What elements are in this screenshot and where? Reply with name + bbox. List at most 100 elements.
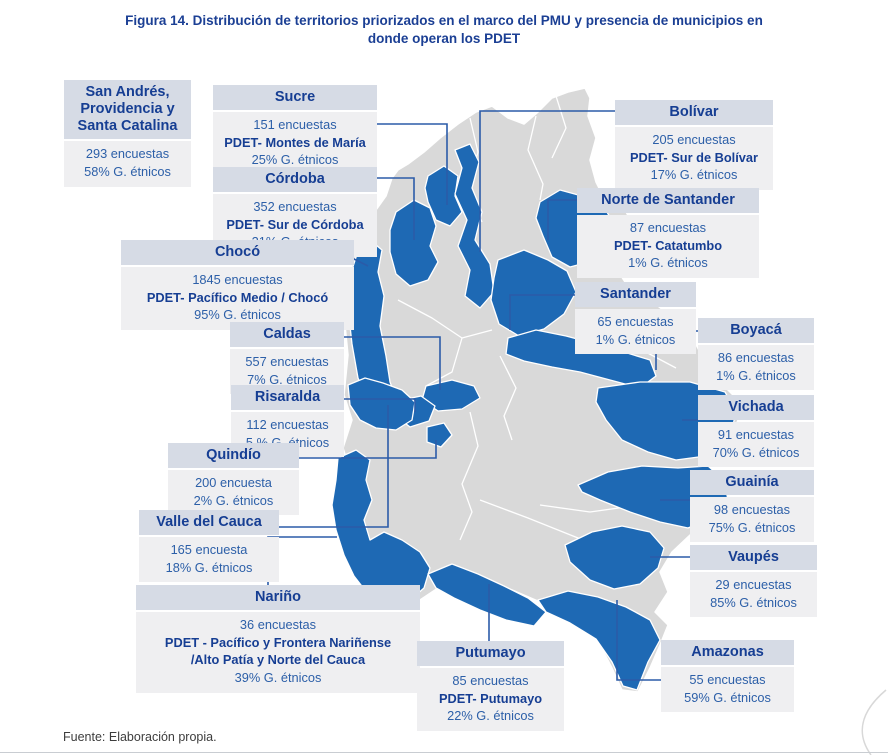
- encuestas-value: 352 encuestas: [253, 199, 337, 215]
- callout-body: 65 encuestas 1% G. étnicos: [575, 309, 696, 355]
- etnicos-value: 2% G. étnicos: [193, 492, 274, 508]
- map-region-santander: [490, 249, 577, 337]
- connector-risaralda: [344, 398, 416, 412]
- callout-body: 200 encuesta 2% G. étnicos: [168, 470, 299, 516]
- pdet-value: PDET- Sur de Bolívar: [630, 149, 758, 165]
- connector-santander: [509, 294, 575, 330]
- map-region-quindio: [426, 422, 453, 448]
- callout-title: Chocó: [121, 240, 354, 266]
- callout-san-andres: San Andrés, Providencia y Santa Catalina…: [64, 80, 191, 187]
- connector-cordoba: [377, 177, 415, 240]
- etnicos-value: 85% G. étnicos: [710, 594, 797, 610]
- callout-body: 87 encuestas PDET- Catatumbo 1% G. étnic…: [577, 215, 759, 279]
- callout-title: Nariño: [136, 585, 420, 611]
- connector-sucre: [377, 123, 448, 205]
- map-region-cordoba: [389, 199, 439, 287]
- etnicos-value: 39% G. étnicos: [234, 670, 322, 686]
- callout-title: Vichada: [698, 395, 814, 421]
- callout-choco: Chocó 1845 encuestas PDET- Pacífico Medi…: [121, 240, 354, 331]
- callout-title: Quindío: [168, 443, 299, 469]
- encuestas-value: 91 encuestas: [717, 427, 795, 443]
- callout-title: Sucre: [213, 85, 377, 111]
- decorative-corner-curve: [861, 689, 887, 755]
- callout-title: Risaralda: [231, 385, 344, 411]
- connector-norte-de-santander: [547, 199, 577, 240]
- encuestas-value: 200 encuesta: [195, 475, 272, 491]
- callout-title: San Andrés, Providencia y Santa Catalina: [64, 80, 191, 140]
- map-region-vaupes: [564, 525, 665, 590]
- callout-title: Putumayo: [417, 641, 564, 667]
- source-note: Fuente: Elaboración propia.: [63, 730, 217, 744]
- encuestas-value: 98 encuestas: [713, 502, 791, 518]
- callout-title: Caldas: [230, 322, 344, 348]
- callout-title: Amazonas: [661, 640, 794, 666]
- etnicos-value: 22% G. étnicos: [447, 708, 534, 724]
- callout-quindio: Quindío 200 encuesta 2% G. étnicos: [168, 443, 299, 516]
- callout-body: 85 encuestas PDET- Putumayo 22% G. étnic…: [417, 668, 564, 732]
- map-region-putumayo: [427, 563, 547, 627]
- callout-title: Boyacá: [698, 318, 814, 344]
- callout-title: Vaupés: [690, 545, 817, 571]
- callout-connectors: [267, 110, 698, 681]
- etnicos-value: 59% G. étnicos: [684, 689, 771, 705]
- encuestas-value: 557 encuestas: [245, 354, 329, 370]
- connector-bolivar: [479, 110, 615, 252]
- callout-valle-del-cauca: Valle del Cauca 165 encuesta 18% G. étni…: [139, 510, 279, 583]
- pdet-value: PDET- Catatumbo: [613, 237, 723, 253]
- callout-body: 205 encuestas PDET- Sur de Bolívar 17% G…: [615, 127, 773, 191]
- callout-title: Valle del Cauca: [139, 510, 279, 536]
- callout-vichada: Vichada 91 encuestas 70% G. étnicos: [698, 395, 814, 468]
- encuestas-value: 112 encuestas: [246, 417, 329, 433]
- connector-amazonas: [616, 600, 661, 681]
- etnicos-value: 75% G. étnicos: [708, 519, 796, 535]
- encuestas-value: 36 encuestas: [239, 617, 317, 633]
- callout-vaupes: Vaupés 29 encuestas 85% G. étnicos: [690, 545, 817, 618]
- pdet-value: PDET- Putumayo: [438, 690, 543, 706]
- encuestas-value: 55 encuestas: [689, 672, 766, 688]
- map-region-narino: [331, 449, 431, 605]
- callout-body: 91 encuestas 70% G. étnicos: [698, 422, 814, 468]
- etnicos-value: 58% G. étnicos: [84, 163, 171, 179]
- callout-title: Guainía: [690, 470, 814, 496]
- encuestas-value: 85 encuestas: [452, 673, 529, 689]
- connector-valle: [279, 405, 389, 528]
- callout-body: 1845 encuestas PDET- Pacífico Medio / Ch…: [121, 267, 354, 331]
- encuestas-value: 65 encuestas: [597, 314, 674, 330]
- callout-santander: Santander 65 encuestas 1% G. étnicos: [575, 282, 696, 355]
- encuestas-value: 86 encuestas: [717, 350, 795, 366]
- map-region-amazonas: [537, 590, 661, 691]
- encuestas-value: 87 encuestas: [629, 220, 707, 236]
- connector-caldas: [344, 336, 441, 390]
- callout-putumayo: Putumayo 85 encuestas PDET- Putumayo 22%…: [417, 641, 564, 732]
- callout-body: 36 encuestas PDET - Pacífico y Frontera …: [136, 612, 420, 693]
- pdet-value: PDET- Sur de Córdoba: [226, 216, 364, 232]
- etnicos-value: 1% G. étnicos: [716, 367, 796, 383]
- connector-quindio: [299, 440, 437, 459]
- callout-bolivar: Bolívar 205 encuestas PDET- Sur de Bolív…: [615, 100, 773, 191]
- callout-boyaca: Boyacá 86 encuestas 1% G. étnicos: [698, 318, 814, 391]
- pdet-value: PDET- Montes de María: [224, 134, 366, 150]
- connector-choco: [351, 257, 369, 267]
- callout-body: 86 encuestas 1% G. étnicos: [698, 345, 814, 391]
- encuestas-value: 29 encuestas: [715, 577, 792, 593]
- callout-body: 165 encuesta 18% G. étnicos: [139, 537, 279, 583]
- callout-body: 55 encuestas 59% G. étnicos: [661, 667, 794, 713]
- callout-title: Córdoba: [213, 167, 377, 193]
- callout-body: 98 encuestas 75% G. étnicos: [690, 497, 814, 543]
- encuestas-value: 293 encuestas: [85, 146, 170, 162]
- etnicos-value: 25% G. étnicos: [251, 152, 339, 168]
- callout-norte-de-santander: Norte de Santander 87 encuestas PDET- Ca…: [577, 188, 759, 279]
- map-region-valle-del-cauca: [347, 377, 416, 431]
- callout-title: Santander: [575, 282, 696, 308]
- callout-title: Bolívar: [615, 100, 773, 126]
- callout-title: Norte de Santander: [577, 188, 759, 214]
- etnicos-value: 70% G. étnicos: [712, 444, 800, 460]
- figure-title: Figura 14. Distribución de territorios p…: [125, 13, 763, 47]
- callout-body: 293 encuestas 58% G. étnicos: [64, 141, 191, 187]
- encuestas-value: 151 encuestas: [253, 117, 337, 133]
- etnicos-value: 17% G. étnicos: [650, 167, 738, 183]
- encuestas-value: 1845 encuestas: [192, 272, 283, 288]
- callout-body: 29 encuestas 85% G. étnicos: [690, 572, 817, 618]
